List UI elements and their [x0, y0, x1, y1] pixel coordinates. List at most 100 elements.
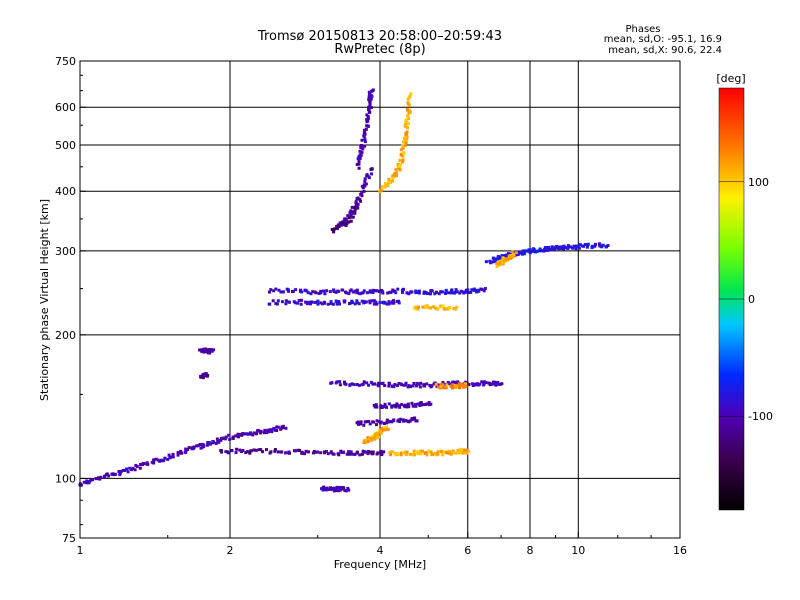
data-point — [550, 245, 554, 249]
data-point — [205, 349, 209, 353]
data-point — [356, 206, 360, 210]
data-point — [464, 451, 468, 455]
data-point — [207, 441, 211, 445]
data-point — [574, 247, 578, 251]
data-point — [455, 290, 459, 294]
data-point — [401, 290, 405, 294]
data-point — [444, 288, 448, 292]
data-point — [375, 419, 379, 423]
data-point — [198, 443, 202, 447]
data-point — [442, 386, 446, 390]
data-point — [350, 211, 354, 215]
data-point — [252, 448, 256, 452]
data-point — [362, 183, 366, 187]
data-point — [369, 105, 373, 109]
data-point — [419, 452, 423, 456]
data-point — [201, 442, 205, 446]
data-point — [373, 382, 377, 386]
data-point — [472, 382, 476, 386]
data-point — [364, 300, 368, 304]
data-point — [345, 452, 349, 456]
data-point — [380, 381, 384, 385]
data-point — [542, 248, 546, 252]
data-point — [220, 436, 224, 440]
data-point — [214, 441, 218, 445]
data-point — [359, 199, 363, 203]
data-point — [309, 292, 313, 296]
data-point — [401, 154, 405, 158]
x-axis-label: Frequency [MHz] — [334, 558, 426, 571]
data-point — [275, 428, 279, 432]
data-point — [421, 305, 425, 309]
data-point — [298, 448, 302, 452]
data-point — [373, 436, 377, 440]
data-point — [340, 486, 344, 490]
data-point — [410, 290, 414, 294]
data-point — [355, 451, 359, 455]
data-point — [371, 290, 375, 294]
data-point — [215, 437, 219, 441]
data-point — [399, 162, 403, 166]
data-point — [396, 162, 400, 166]
data-point — [501, 256, 505, 260]
data-point — [422, 383, 426, 387]
data-point — [333, 227, 337, 231]
data-point — [264, 448, 268, 452]
data-point — [508, 254, 512, 258]
data-point — [424, 305, 428, 309]
data-point — [383, 301, 387, 305]
data-point — [343, 488, 347, 492]
data-point — [355, 301, 359, 305]
data-point — [507, 252, 511, 256]
data-point — [105, 472, 109, 476]
data-point — [397, 166, 401, 170]
data-point — [404, 452, 408, 456]
data-point — [364, 450, 368, 454]
data-point — [414, 289, 418, 293]
data-point — [113, 472, 117, 476]
chart-title: Tromsø 20150813 20:58:00–20:59:43 — [257, 29, 502, 44]
data-point — [427, 403, 431, 407]
data-point — [269, 428, 273, 432]
data-point — [169, 455, 173, 459]
data-point — [404, 419, 408, 423]
data-point — [450, 288, 454, 292]
data-point — [349, 209, 353, 213]
data-point — [398, 158, 402, 162]
data-point — [367, 420, 371, 424]
data-point — [510, 255, 514, 259]
data-point — [126, 470, 130, 474]
data-point — [273, 428, 277, 432]
data-point — [416, 305, 420, 309]
data-point — [348, 383, 352, 387]
data-point — [497, 255, 501, 259]
data-point — [386, 428, 390, 432]
data-point — [300, 290, 304, 294]
data-point — [360, 191, 364, 195]
data-point — [118, 473, 122, 477]
data-point — [177, 451, 181, 455]
data-point — [351, 215, 355, 219]
data-point — [586, 242, 590, 246]
data-point — [353, 452, 357, 456]
data-point — [397, 301, 401, 305]
data-point — [392, 385, 396, 389]
data-point — [267, 290, 271, 294]
data-point — [538, 247, 542, 251]
data-point — [171, 452, 175, 456]
data-point — [412, 449, 416, 453]
data-point — [315, 450, 319, 454]
data-point — [287, 289, 291, 293]
data-point — [418, 385, 422, 389]
data-point — [394, 405, 398, 409]
data-point — [356, 196, 360, 200]
data-point — [311, 290, 315, 294]
data-point — [357, 383, 361, 387]
data-point — [219, 449, 223, 453]
data-point — [317, 291, 321, 295]
data-point — [443, 307, 447, 311]
data-point — [406, 97, 410, 101]
data-point — [371, 88, 375, 92]
data-point — [408, 109, 412, 113]
data-point — [375, 289, 379, 293]
